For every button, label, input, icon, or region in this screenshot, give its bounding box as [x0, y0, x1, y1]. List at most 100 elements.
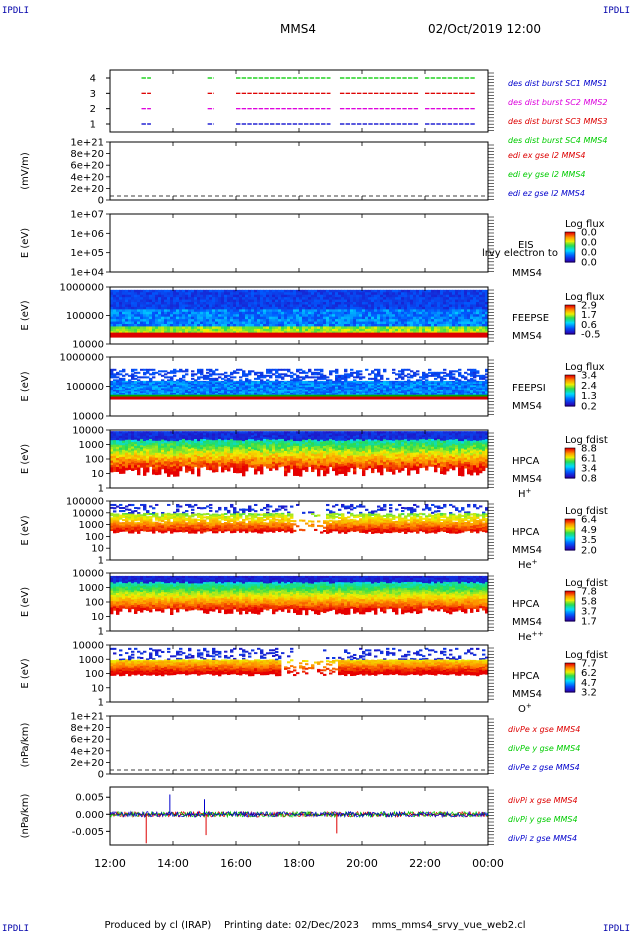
spectrogram-cell	[410, 314, 414, 318]
spectrogram-cell	[395, 380, 399, 383]
spectrogram-cell	[311, 376, 315, 379]
spectrogram-cell	[245, 306, 249, 310]
spectrogram-cell	[224, 294, 228, 298]
spectrogram-cell	[434, 289, 438, 293]
spectrogram-cell	[167, 385, 171, 388]
spectrogram-cell	[227, 386, 231, 389]
spectrogram-cell	[413, 297, 417, 301]
spectrogram-cell	[389, 388, 393, 391]
spectrogram-cell	[458, 292, 462, 296]
spectrogram-cell	[206, 374, 210, 377]
spectrogram-cell	[248, 302, 252, 305]
spectrogram-cell	[461, 304, 465, 308]
spectrogram-cell	[437, 294, 441, 298]
spectrogram-cell	[323, 294, 327, 298]
spectrogram-cell	[164, 309, 168, 313]
colorbar-segment	[565, 234, 575, 237]
spectrogram-cell	[173, 385, 177, 388]
spectrogram-cell	[401, 311, 405, 315]
spectrogram-cell	[350, 314, 354, 318]
spectrogram-cell	[257, 377, 261, 380]
spectrogram-cell	[311, 304, 315, 308]
spectrogram-cell	[119, 316, 123, 320]
spectrogram-cell	[422, 292, 426, 296]
spectrogram-cell	[347, 309, 351, 313]
spectrogram-cell	[392, 392, 396, 395]
spectrogram-cell	[281, 306, 285, 310]
spectrogram-cell	[299, 299, 303, 303]
spectrogram-cell	[299, 297, 303, 301]
spectrogram-cell	[164, 391, 168, 394]
spectrogram-cell	[176, 316, 180, 320]
spectrogram-cell	[242, 294, 246, 298]
spectrogram-cell	[437, 304, 441, 308]
spectrogram-cell	[128, 374, 132, 377]
spectrogram-cell	[350, 373, 354, 376]
spectrogram-cell	[299, 302, 303, 305]
spectrogram-cell	[329, 297, 333, 301]
spectrogram-cell	[116, 392, 120, 395]
spectrogram-cell	[434, 386, 438, 389]
spectrogram-cell	[413, 328, 417, 332]
spectrogram-cell	[152, 302, 156, 305]
legend-entry: des dist burst SC2 MMS2	[508, 98, 607, 107]
spectrogram-cell	[227, 374, 231, 377]
spectrogram-cell	[359, 392, 363, 395]
spectrogram-cell	[116, 292, 120, 296]
spectrogram-cell	[209, 316, 213, 320]
spectrogram-cell	[158, 391, 162, 394]
spectrogram-cell	[332, 370, 336, 373]
spectrogram-cell	[383, 388, 387, 391]
spectrogram-cell	[398, 304, 402, 308]
spectrogram-cell	[389, 382, 393, 385]
spectrogram-cell	[173, 292, 177, 296]
spectrogram-cell	[296, 388, 300, 391]
spectrogram-cell	[173, 392, 177, 395]
spectrogram-cell	[200, 383, 204, 386]
spectrogram-cell	[167, 309, 171, 313]
spectrogram-cell	[113, 391, 117, 394]
spectrogram-cell	[437, 385, 441, 388]
spectrogram-cell	[326, 391, 330, 394]
spectrogram-cell	[266, 297, 270, 301]
spectrogram-cell	[410, 323, 414, 327]
spectrogram-cell	[212, 306, 216, 310]
spectrogram-cell	[347, 326, 351, 330]
spectrogram-cell	[392, 382, 396, 385]
spectrogram-cell	[149, 326, 153, 330]
spectrogram-cell	[191, 388, 195, 391]
spectrogram-cell	[455, 289, 459, 293]
spectrogram-cell	[296, 299, 300, 303]
colorbar-tick-label: 0.0	[581, 248, 597, 259]
spectrogram-cell	[260, 294, 264, 298]
spectrogram-cell	[152, 389, 156, 392]
spectrogram-cell	[425, 294, 429, 298]
spectrogram-cell	[467, 316, 471, 320]
spectrogram-cell	[443, 299, 447, 303]
spectrogram-cell	[200, 321, 204, 325]
spectrogram-cell	[326, 316, 330, 320]
spectrogram-cell	[326, 382, 330, 385]
spectrogram-cell	[434, 371, 438, 374]
spectrogram-cell	[473, 319, 477, 323]
spectrogram-cell	[413, 292, 417, 296]
spectrogram-cell	[230, 392, 234, 395]
spectrogram-cell	[383, 304, 387, 308]
spectrogram-cell	[209, 385, 213, 388]
spectrogram-cell	[149, 299, 153, 303]
spectrogram-cell	[461, 299, 465, 303]
spectrogram-cell	[362, 304, 366, 308]
spectrogram-cell	[296, 309, 300, 313]
spectrogram-cell	[131, 376, 135, 379]
spectrogram-cell	[164, 302, 168, 305]
spectrogram-cell	[221, 391, 225, 394]
spectrogram-cell	[431, 299, 435, 303]
spectrogram-cell	[191, 321, 195, 325]
spectrogram-cell	[407, 380, 411, 383]
spectrogram-cell	[143, 319, 147, 323]
spectrogram-cell	[239, 392, 243, 395]
spectrogram-cell	[422, 376, 426, 379]
spectrogram-cell	[356, 292, 360, 296]
spectrogram-cell	[179, 391, 183, 394]
y-tick-label: 3	[90, 89, 96, 100]
